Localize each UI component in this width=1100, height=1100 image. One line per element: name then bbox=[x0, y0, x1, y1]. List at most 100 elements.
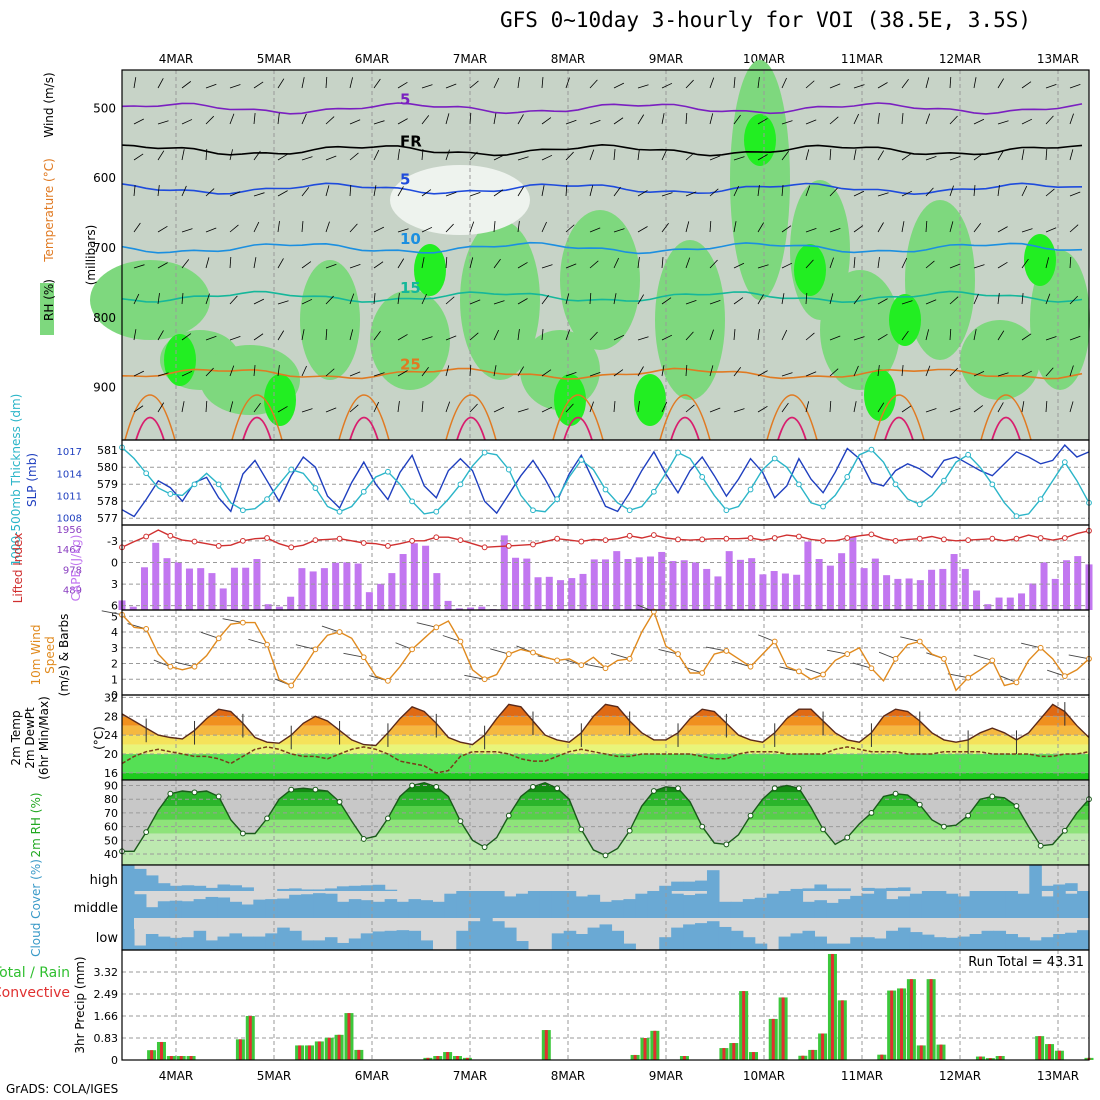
cloud-middle-bar bbox=[1077, 891, 1090, 918]
precip-convective-bar bbox=[426, 1057, 430, 1060]
wind-speed-line-point bbox=[433, 624, 440, 631]
wind-barb bbox=[349, 371, 361, 377]
y-tick-label: 579 bbox=[97, 478, 118, 491]
wind-barb bbox=[877, 298, 888, 305]
temperature-contour bbox=[121, 290, 1083, 304]
wind-barb bbox=[757, 185, 760, 197]
wind-barb bbox=[205, 227, 217, 233]
cape-bar bbox=[545, 576, 553, 610]
cloud-low-bar bbox=[1065, 932, 1078, 950]
wind-barb bbox=[277, 113, 280, 125]
cloud-low-bar bbox=[659, 937, 672, 950]
wind-barb bbox=[205, 188, 215, 197]
thickness-line bbox=[121, 444, 1090, 518]
cloud-middle-bar bbox=[778, 891, 792, 918]
wind-barb bbox=[157, 372, 169, 377]
slp-line-point bbox=[1013, 513, 1020, 520]
wind-barb bbox=[1069, 335, 1081, 341]
wind-barb bbox=[517, 77, 520, 89]
wind-barb bbox=[397, 228, 409, 233]
rh-saturated-area bbox=[864, 369, 896, 421]
warm-contour bbox=[980, 394, 1032, 441]
warm-contour bbox=[873, 394, 925, 441]
cloud-high-bar bbox=[659, 885, 672, 891]
wind-barb bbox=[325, 76, 328, 89]
slp-label-line: SLP (mb) bbox=[25, 453, 39, 507]
slp-label: SLP (mb) bbox=[25, 453, 39, 507]
cape-bar bbox=[129, 606, 137, 610]
wind-barb bbox=[805, 371, 817, 377]
cloud-high-bar bbox=[313, 889, 326, 891]
cloud-low-bar bbox=[874, 938, 887, 950]
precip-label: 3hr Precip (mm) bbox=[73, 956, 87, 1053]
dewpoint-line bbox=[121, 746, 1090, 774]
wind-barb bbox=[325, 116, 335, 125]
wind-barb bbox=[613, 369, 624, 377]
precip-label-line: 3hr Precip (mm) bbox=[73, 956, 87, 1053]
slp-line-point bbox=[602, 486, 609, 493]
lifted-index-line-point bbox=[626, 532, 633, 539]
wind-barb bbox=[949, 155, 961, 161]
wind-barb bbox=[877, 365, 880, 377]
wind-barb bbox=[1045, 115, 1054, 125]
contour-label: 5 bbox=[400, 90, 410, 108]
y-tick-label: 900 bbox=[93, 381, 116, 395]
surface-wind-barb bbox=[1047, 669, 1065, 677]
wind-barb bbox=[469, 332, 479, 341]
hot-contour bbox=[884, 416, 914, 441]
precip-convective-bar bbox=[939, 1044, 943, 1060]
wind-barb bbox=[565, 403, 574, 413]
slp-line-point bbox=[820, 503, 826, 510]
temp-band bbox=[122, 744, 1089, 755]
wind-barb bbox=[949, 77, 952, 89]
surface-wind-barb bbox=[1068, 654, 1090, 660]
cloud-low-bar bbox=[241, 936, 254, 950]
cloud-middle-bar bbox=[205, 896, 219, 918]
surface-wind-barb bbox=[295, 644, 316, 650]
wind-barb bbox=[589, 293, 592, 305]
wind-barb bbox=[349, 185, 352, 197]
cape-bar bbox=[174, 562, 182, 610]
wind-barb bbox=[325, 263, 337, 269]
lifted-index-line-point bbox=[433, 534, 440, 541]
wind-barb bbox=[565, 293, 570, 305]
wind-speed-line-point bbox=[481, 676, 488, 683]
cape-bar bbox=[838, 553, 846, 610]
precip-convective-legend: Convective bbox=[0, 985, 70, 1001]
y-tick-label: 0 bbox=[111, 556, 118, 569]
wind-barb bbox=[997, 261, 1008, 269]
slp-line-point bbox=[481, 449, 488, 456]
vertical-gridlines bbox=[175, 70, 1059, 440]
surface-wind-barb bbox=[878, 651, 896, 660]
pressure-axis-label-line: (millibars) bbox=[84, 225, 98, 286]
wind-barb bbox=[493, 189, 504, 197]
vertical-gridlines bbox=[175, 780, 1059, 865]
lifted-index-line-point bbox=[191, 538, 198, 545]
surface-wind-barb bbox=[416, 622, 437, 628]
wind-barb bbox=[973, 118, 985, 125]
rh2m-line-point bbox=[796, 785, 802, 792]
surface-wind-barb bbox=[658, 649, 679, 655]
precip-convective-bar bbox=[298, 1045, 302, 1060]
wind-barb bbox=[781, 120, 793, 125]
cloud-middle-bar bbox=[527, 891, 541, 918]
wind-barb bbox=[373, 78, 381, 89]
wind-barb bbox=[733, 262, 745, 269]
wind-barb bbox=[829, 293, 834, 305]
surface-wind-barb bbox=[826, 649, 848, 655]
cloud-low-bar bbox=[706, 921, 720, 950]
lifted-index-line-point bbox=[264, 535, 270, 541]
cape-bar bbox=[579, 573, 587, 610]
lifted-index-line-point bbox=[844, 535, 851, 541]
surface-wind-barb bbox=[900, 636, 920, 642]
cloud-low-bar bbox=[611, 930, 625, 950]
precip-convective-bar bbox=[327, 1037, 331, 1060]
wind-barb bbox=[517, 366, 525, 377]
wind-barb bbox=[781, 293, 785, 305]
wind-barb bbox=[517, 221, 520, 233]
rh-saturated-area bbox=[264, 374, 296, 426]
thickness-label-line: 1000-500mb Thickness (dm) bbox=[9, 394, 23, 567]
cloud-high-bar bbox=[1029, 865, 1042, 891]
wind-barb bbox=[589, 401, 594, 413]
wind-barb bbox=[925, 187, 934, 197]
